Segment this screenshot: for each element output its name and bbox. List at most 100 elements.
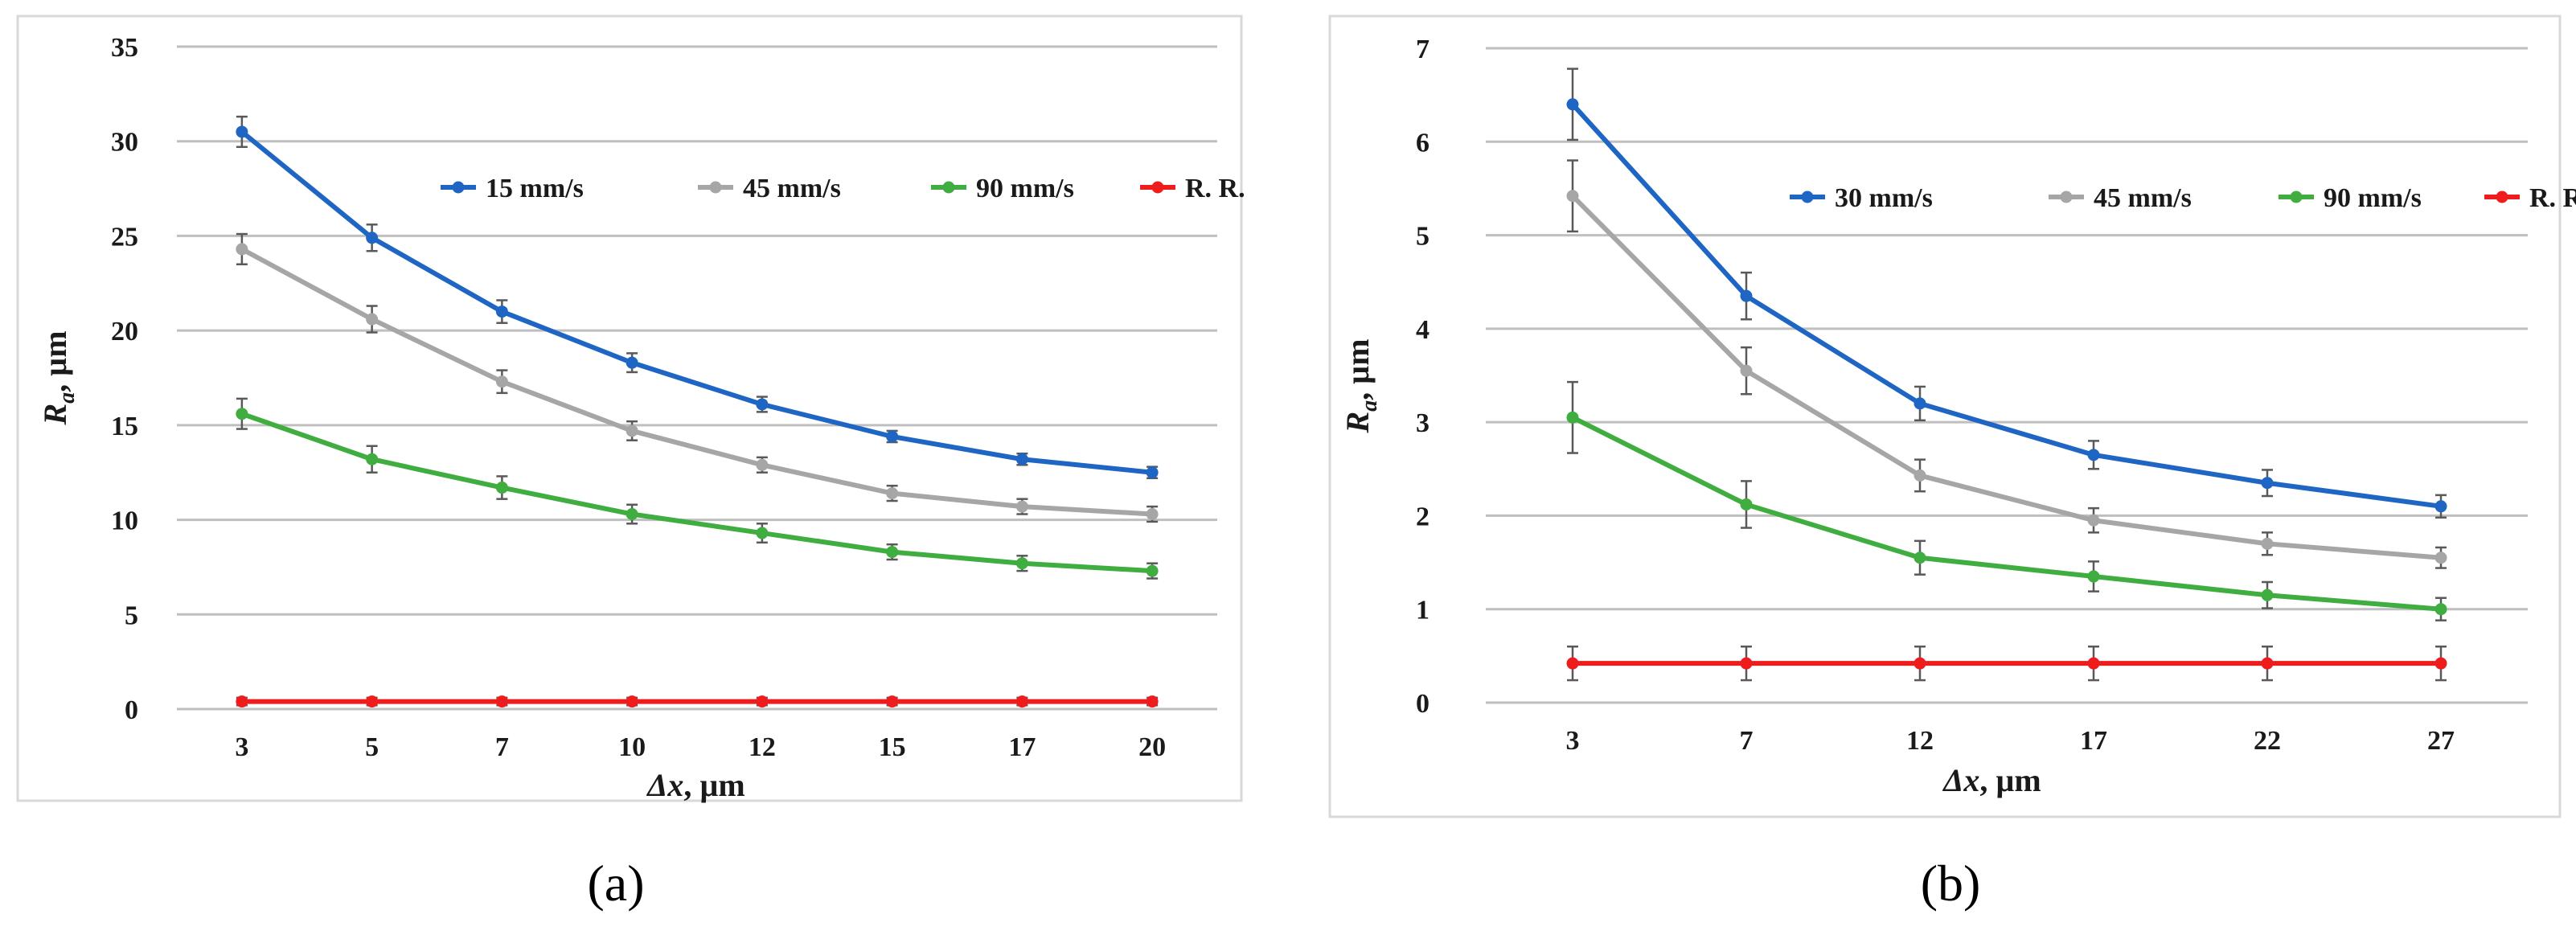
data-point [756,398,769,411]
y-tick-label: 7 [1416,35,1430,64]
legend-label: R. R. [1185,174,1245,203]
data-point [2434,552,2447,564]
x-tick-label: 3 [235,732,248,762]
x-tick-label: 22 [2254,726,2281,756]
legend-label: R. R. [2529,183,2576,213]
data-point [1015,453,1028,465]
series-r-r [1566,645,2447,682]
series-line [240,411,1153,574]
series-r-r [236,695,1159,708]
data-point [1566,190,1579,203]
legend-swatch-marker [452,181,465,194]
y-tick-label: 6 [1416,128,1430,158]
data-point [495,482,508,494]
data-point [756,695,769,708]
series-line [240,247,1153,517]
data-point [626,508,638,521]
data-point [2434,500,2447,513]
data-point [1146,695,1159,708]
x-tick-label: 12 [1906,726,1934,756]
legend-label: 45 mm/s [743,174,841,203]
legend-label: 90 mm/s [976,174,1074,203]
data-point [1740,657,1753,670]
data-point [1015,500,1028,513]
x-tick-label: 5 [365,732,379,762]
y-axis-title: Ra, µm [1339,338,1382,433]
data-point [366,232,379,244]
y-tick-label: 5 [1416,222,1430,252]
data-point [495,305,508,318]
data-point [886,487,899,500]
y-tick-label: 5 [125,601,138,630]
x-tick-label: 15 [879,732,906,762]
data-point [366,313,379,326]
legend-swatch-marker [942,181,955,194]
data-point [1566,657,1579,670]
legend-swatch-marker [1801,191,1814,203]
data-point [1146,466,1159,479]
x-tick-label: 10 [618,732,646,762]
data-point [1914,552,1926,564]
panel-label: (a) [587,855,644,912]
data-point [366,695,379,708]
series-45-mm-s [236,232,1159,523]
data-point [2087,449,2100,461]
y-tick-label: 30 [111,128,138,158]
data-point [236,125,248,138]
legend-swatch-marker [709,181,722,194]
y-tick-label: 1 [1416,596,1430,625]
legend-label: 90 mm/s [2324,183,2422,213]
y-tick-label: 25 [111,222,138,252]
data-point [626,695,638,708]
data-point [236,408,248,420]
data-point [366,453,379,465]
series-90-mm-s [236,397,1159,580]
chart-frame [16,14,1243,802]
data-point [1146,508,1159,521]
y-tick-label: 3 [1416,408,1430,438]
data-point [2261,657,2274,670]
x-tick-label: 17 [2080,726,2107,756]
y-tick-label: 0 [125,695,138,725]
x-tick-label: 7 [1740,726,1754,756]
data-point [2434,657,2447,670]
data-point [1914,397,1926,410]
legend-label: 15 mm/s [486,174,584,203]
data-point [495,695,508,708]
data-point [1566,98,1579,111]
data-point [2261,537,2274,550]
data-point [626,356,638,369]
series-line [1571,415,2442,612]
legend-label: 45 mm/s [2094,183,2192,213]
chart-frame [1328,14,2562,818]
data-point [626,424,638,437]
data-point [886,430,899,443]
series-90-mm-s [1566,380,2447,621]
data-point [236,695,248,708]
data-point [1914,469,1926,482]
y-tick-label: 10 [111,506,138,536]
panel-label: (b) [1921,855,1981,912]
series-30-mm-s [1566,68,2447,519]
data-point [1566,411,1579,424]
data-point [2087,514,2100,527]
legend-label: 30 mm/s [1835,183,1933,213]
data-point [1740,498,1753,511]
series-45-mm-s [1566,159,2447,569]
legend-swatch-marker [2496,191,2508,203]
legend-swatch-marker [2060,191,2073,203]
y-tick-label: 0 [1416,689,1430,719]
y-tick-label: 35 [111,33,138,63]
data-point [2261,477,2274,490]
series-line [240,129,1153,475]
legend-swatch-marker [1151,181,1164,194]
x-tick-label: 3 [1566,726,1580,756]
data-point [1914,657,1926,670]
data-point [2261,588,2274,601]
data-point [236,243,248,256]
y-tick-label: 20 [111,317,138,346]
data-point [756,458,769,471]
x-tick-label: 27 [2427,726,2455,756]
